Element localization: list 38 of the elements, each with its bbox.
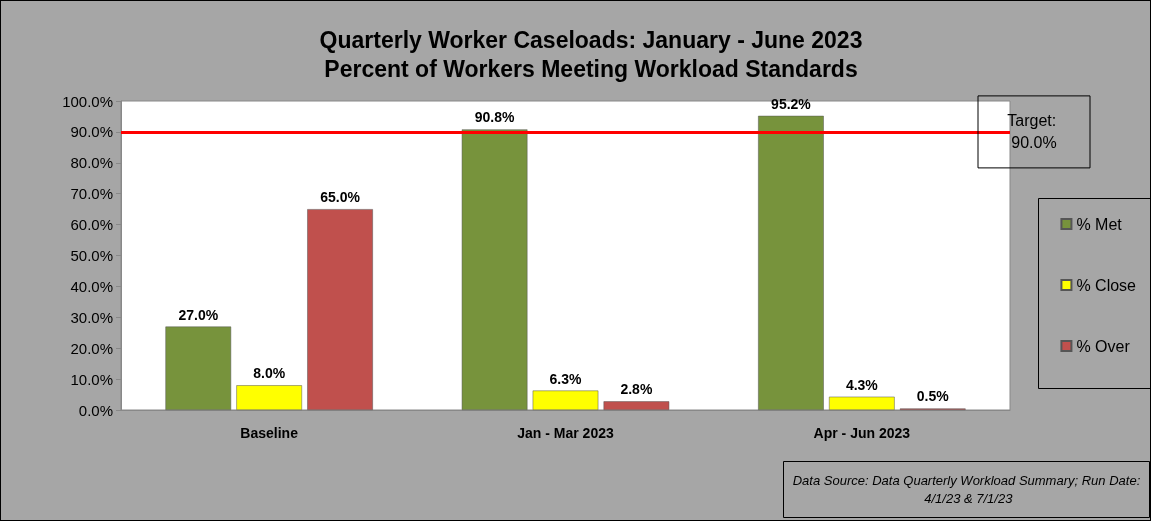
data-label: 27.0% (178, 306, 219, 323)
data-label: 90.8% (474, 109, 515, 126)
bar (307, 209, 373, 410)
chart-title: Quarterly Worker Caseloads: January - June 2023 (319, 26, 863, 53)
bar (461, 129, 528, 410)
y-tick-label: 10.0% (70, 370, 113, 388)
data-label: 8.0% (253, 365, 286, 382)
y-tick-label: 100.0% (62, 92, 113, 110)
bar (236, 385, 302, 410)
data-label: 4.3% (845, 376, 879, 393)
y-tick-label: 80.0% (70, 154, 113, 172)
data-label: 2.8% (620, 381, 653, 398)
ref-line-label: Target: 90.0% (1007, 112, 1061, 152)
legend-label: % Over (1076, 337, 1131, 355)
data-label: 95.2% (771, 95, 812, 112)
bar (829, 396, 895, 410)
bar (758, 115, 824, 410)
y-tick-label: 0.0% (78, 401, 113, 419)
y-tick-label: 30.0% (70, 308, 113, 326)
data-label: 0.5% (916, 388, 950, 405)
x-tick-label: Baseline (240, 425, 299, 441)
x-tick-label: Apr - Jun 2023 (813, 425, 911, 441)
source-note: Data Source: Data Quarterly Workload Summary; Run Date: 4/1/23 & 7/1/23 (792, 473, 1141, 506)
legend-label: % Met (1076, 215, 1123, 233)
y-tick-label: 40.0% (70, 277, 113, 295)
y-tick-label: 70.0% (70, 185, 113, 203)
data-label: 6.3% (549, 370, 582, 387)
bar (165, 326, 232, 410)
y-tick-label: 20.0% (70, 339, 113, 357)
chart-subtitle: Percent of Workers Meeting Workload Standards (324, 55, 858, 82)
legend-label: % Close (1076, 276, 1137, 294)
data-label: 65.0% (320, 189, 361, 206)
y-tick-label: 90.0% (70, 123, 113, 141)
y-tick-label: 60.0% (70, 216, 113, 234)
bar (603, 401, 670, 410)
x-tick-label: Jan - Mar 2023 (517, 425, 614, 441)
bar (532, 390, 599, 410)
y-tick-label: 50.0% (70, 247, 113, 264)
